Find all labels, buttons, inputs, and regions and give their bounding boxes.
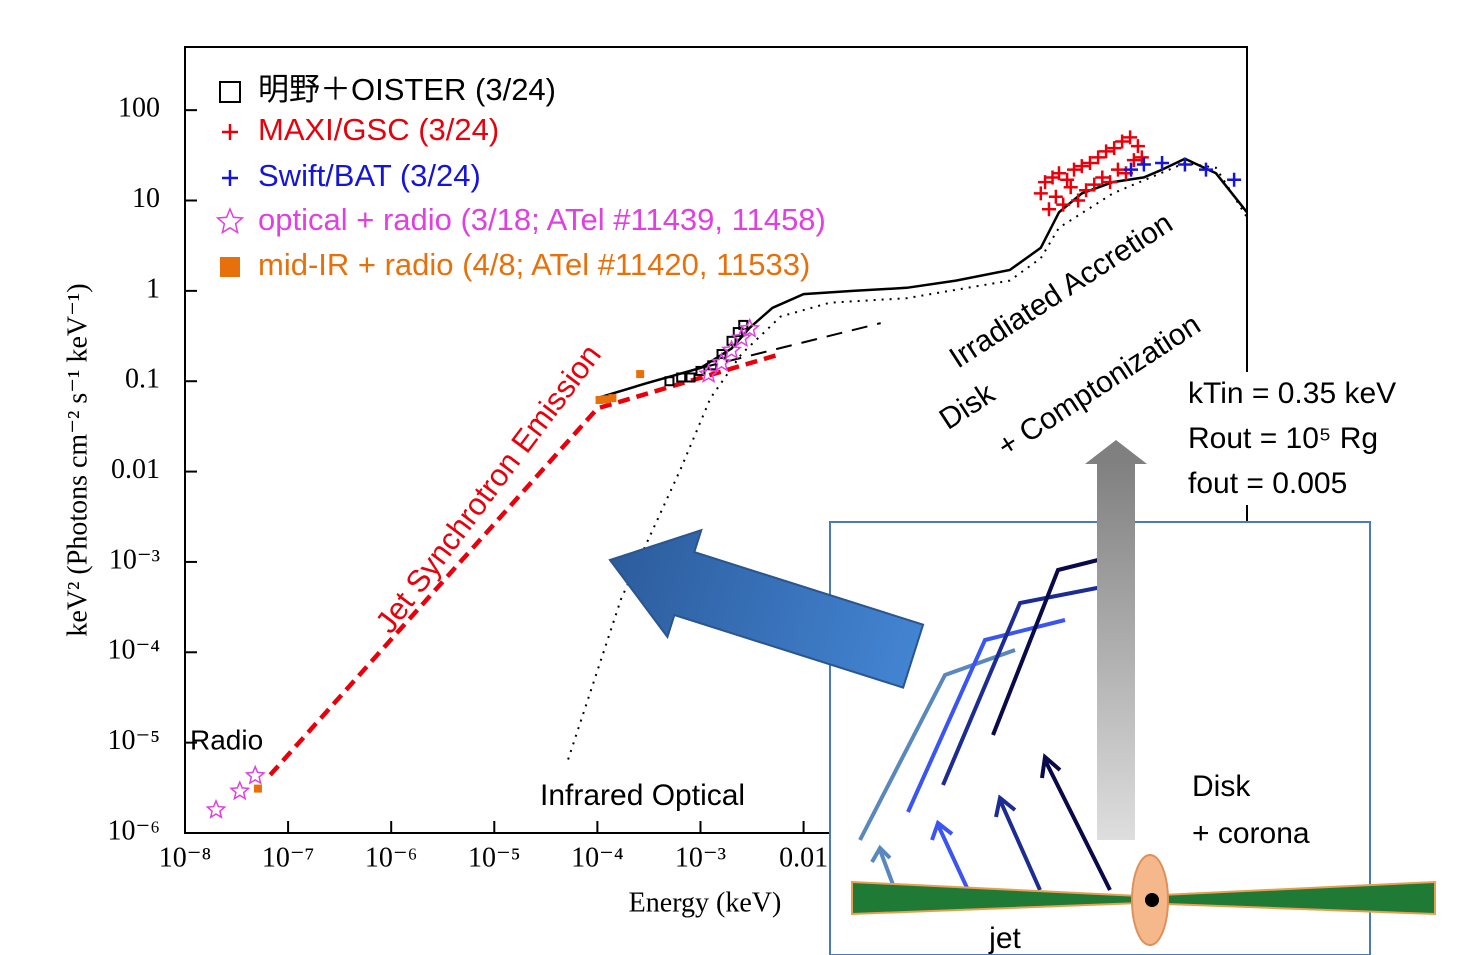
fit-parameter: Rout = 10⁵ Rg: [1188, 422, 1378, 455]
page: 10⁻⁸ 10⁻⁷ 10⁻⁶ 10⁻⁵ 10⁻⁴ 10⁻³ 0.01 10⁻⁶ 10⁻⁵ 10⁻⁴…: [0, 0, 1482, 955]
x-tick-label: 10⁻⁴: [571, 842, 624, 873]
marker: [1064, 180, 1078, 194]
x-tick-label: 10⁻⁶: [365, 842, 418, 873]
marker: [1071, 194, 1085, 208]
x-axis-label: Energy (keV): [629, 887, 782, 918]
fit-parameter: kTin = 0.35 keV: [1188, 377, 1396, 410]
annotation: Disk: [934, 376, 1002, 436]
diagram-label: jet: [988, 922, 1021, 955]
marker: [608, 394, 616, 402]
x-tick-label: 10⁻⁵: [468, 842, 521, 873]
fit-parameter: fout = 0.005: [1188, 467, 1347, 500]
marker: [636, 370, 644, 378]
marker: [1067, 163, 1081, 177]
x-tick-label: 10⁻⁷: [262, 842, 315, 873]
marker: [231, 782, 248, 799]
marker: [1056, 198, 1070, 212]
marker: [1060, 173, 1074, 187]
marker: [1042, 202, 1056, 216]
legend-entry: 明野＋OISTER (3/24): [258, 72, 556, 107]
chart: 10⁻⁸ 10⁻⁷ 10⁻⁶ 10⁻⁵ 10⁻⁴ 10⁻³ 0.01 10⁻⁶ 10⁻⁵ 10⁻⁴…: [0, 0, 1482, 955]
legend-marker: [222, 124, 238, 140]
marker: [1075, 159, 1089, 173]
y-tick-label: 10: [132, 183, 160, 214]
marker: [254, 785, 262, 793]
y-tick-label: 0.01: [111, 454, 160, 485]
annotation: Radio: [190, 724, 263, 755]
annotation: Infrared Optical: [540, 779, 745, 812]
diagram-label: + corona: [1192, 817, 1310, 850]
marker: [207, 801, 224, 818]
y-tick-label: 10⁻⁶: [107, 815, 160, 846]
arrow-shaft: [1097, 462, 1135, 840]
legend-marker: [222, 170, 238, 186]
legend-entry: Swift/BAT (3/24): [258, 158, 481, 193]
marker: [1049, 190, 1063, 204]
marker: [1227, 173, 1241, 187]
black-hole: [1145, 893, 1159, 907]
x-tick-label: 10⁻⁸: [159, 842, 212, 873]
marker: [1107, 141, 1121, 155]
legend-marker: [218, 209, 243, 233]
arrow-head: [1085, 440, 1147, 464]
y-tick-label: 0.1: [125, 364, 160, 395]
legend-entry: MAXI/GSC (3/24): [258, 112, 499, 147]
legend-marker: [220, 257, 240, 277]
legend-entry: mid-IR + radio (4/8; ATel #11420, 11533): [258, 247, 810, 282]
y-tick-label: 1: [146, 273, 160, 304]
y-axis-label: keV² (Photons cm⁻² s⁻¹ keV⁻¹): [62, 283, 93, 636]
annotation: Jet Synchrotron Emission: [368, 338, 607, 640]
x-tick-label: 10⁻³: [675, 842, 726, 873]
marker: [247, 767, 264, 783]
y-tick-label: 10⁻⁵: [107, 725, 160, 756]
y-tick-label: 10⁻⁴: [107, 635, 160, 666]
y-tick-label: 100: [118, 93, 160, 124]
x-tick-label: 0.01: [779, 842, 828, 873]
y-tick-label: 10⁻³: [109, 544, 160, 575]
legend-entry: optical + radio (3/18; ATel #11439, 1145…: [258, 202, 826, 237]
marker: [602, 395, 610, 403]
diagram-label: Disk: [1192, 770, 1251, 803]
legend-marker: [220, 82, 240, 102]
